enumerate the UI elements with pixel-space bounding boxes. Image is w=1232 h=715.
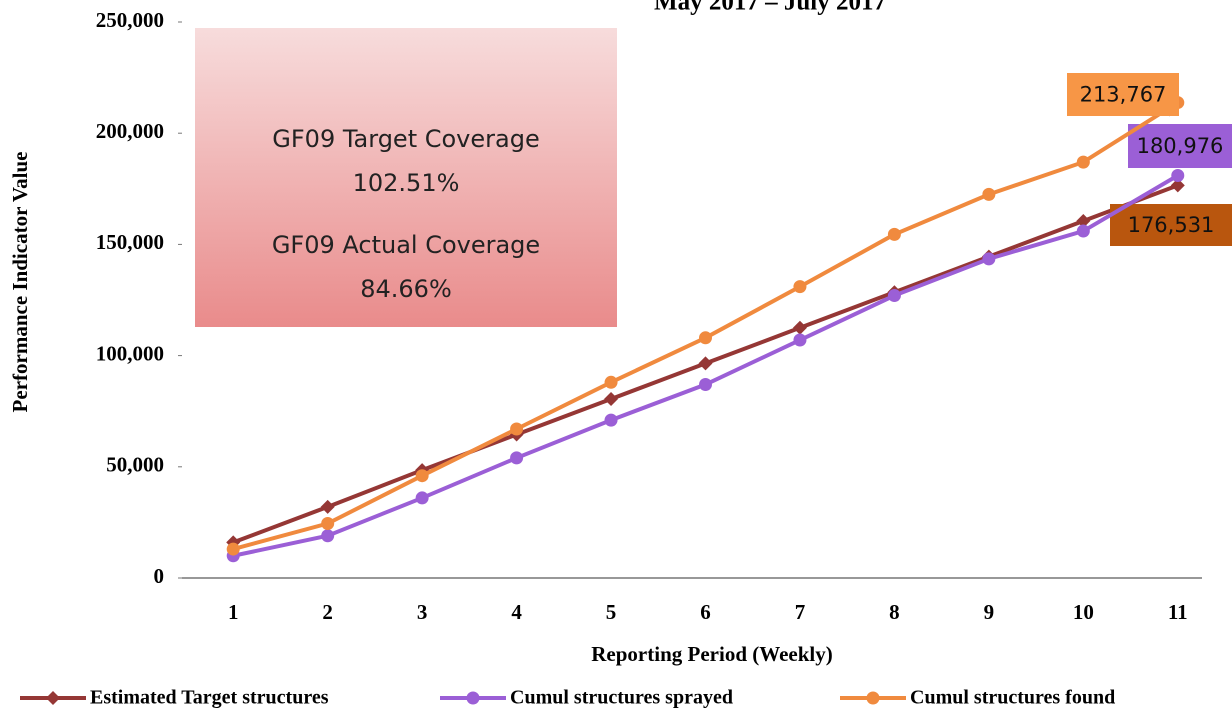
x-tick-label: 6: [700, 600, 711, 624]
line-marker: [982, 252, 996, 266]
x-tick-label: 2: [322, 600, 333, 624]
x-tick-label: 10: [1073, 600, 1094, 624]
y-axis-title: Performance Indicator Value: [8, 152, 32, 413]
annotation: GF09 Actual Coverage: [272, 231, 540, 259]
line-marker: [793, 280, 807, 294]
x-tick-label: 3: [417, 600, 428, 624]
value-label: 213,767: [1080, 83, 1167, 107]
x-tick-label: 7: [795, 600, 806, 624]
line-marker: [699, 331, 712, 345]
annotation-box: [195, 28, 617, 327]
line-marker: [1171, 169, 1185, 183]
x-tick-label: 9: [984, 600, 995, 624]
x-axis-title: Reporting Period (Weekly): [591, 642, 832, 666]
annotation: 84.66%: [360, 275, 452, 303]
line-marker: [604, 375, 618, 389]
line-marker: [698, 356, 713, 371]
x-tick-label: 11: [1168, 600, 1188, 624]
y-tick-label: 250,000: [96, 8, 164, 32]
x-tick-label: 5: [606, 600, 617, 624]
legend-marker: [466, 691, 480, 705]
line-marker: [510, 451, 524, 465]
legend-marker: [46, 691, 60, 705]
y-tick-label: 200,000: [96, 119, 164, 143]
x-tick-label: 1: [228, 600, 239, 624]
x-tick-label: 4: [511, 600, 522, 624]
line-marker: [604, 391, 619, 406]
annotation: 102.51%: [353, 169, 460, 197]
y-tick-label: 150,000: [96, 230, 164, 254]
chart-title: May 2017 – July 2017: [654, 0, 886, 16]
line-marker: [604, 413, 618, 427]
line-marker: [1076, 224, 1090, 238]
line-marker: [699, 378, 712, 392]
x-tick-label: 8: [889, 600, 900, 624]
value-label: 176,531: [1128, 213, 1215, 237]
line-marker: [793, 333, 807, 347]
legend-label: Cumul structures sprayed: [510, 687, 733, 709]
line-marker: [321, 529, 335, 543]
value-label-box: [1128, 124, 1232, 168]
line-marker: [1076, 155, 1090, 169]
line-marker: [226, 542, 240, 556]
line-marker: [887, 227, 901, 241]
line-marker: [1170, 178, 1185, 193]
value-label: 180,976: [1137, 134, 1224, 158]
line-marker: [887, 289, 901, 303]
value-label-box: [1110, 204, 1232, 246]
legend-label: Estimated Target structures: [90, 687, 329, 709]
line-marker: [510, 422, 524, 436]
line-marker: [415, 491, 429, 505]
line-marker: [982, 187, 996, 201]
line-marker: [415, 469, 429, 483]
y-tick-label: 0: [154, 564, 165, 588]
line-marker: [792, 320, 807, 335]
line-marker: [320, 499, 335, 514]
legend-label: Cumul structures found: [910, 687, 1115, 709]
legend-marker: [866, 691, 880, 705]
line-marker: [321, 517, 335, 531]
y-tick-label: 100,000: [96, 341, 164, 365]
value-label-box: [1067, 73, 1179, 116]
annotation: GF09 Target Coverage: [272, 125, 539, 153]
y-tick-label: 50,000: [106, 453, 164, 477]
line-marker: [1076, 214, 1091, 229]
